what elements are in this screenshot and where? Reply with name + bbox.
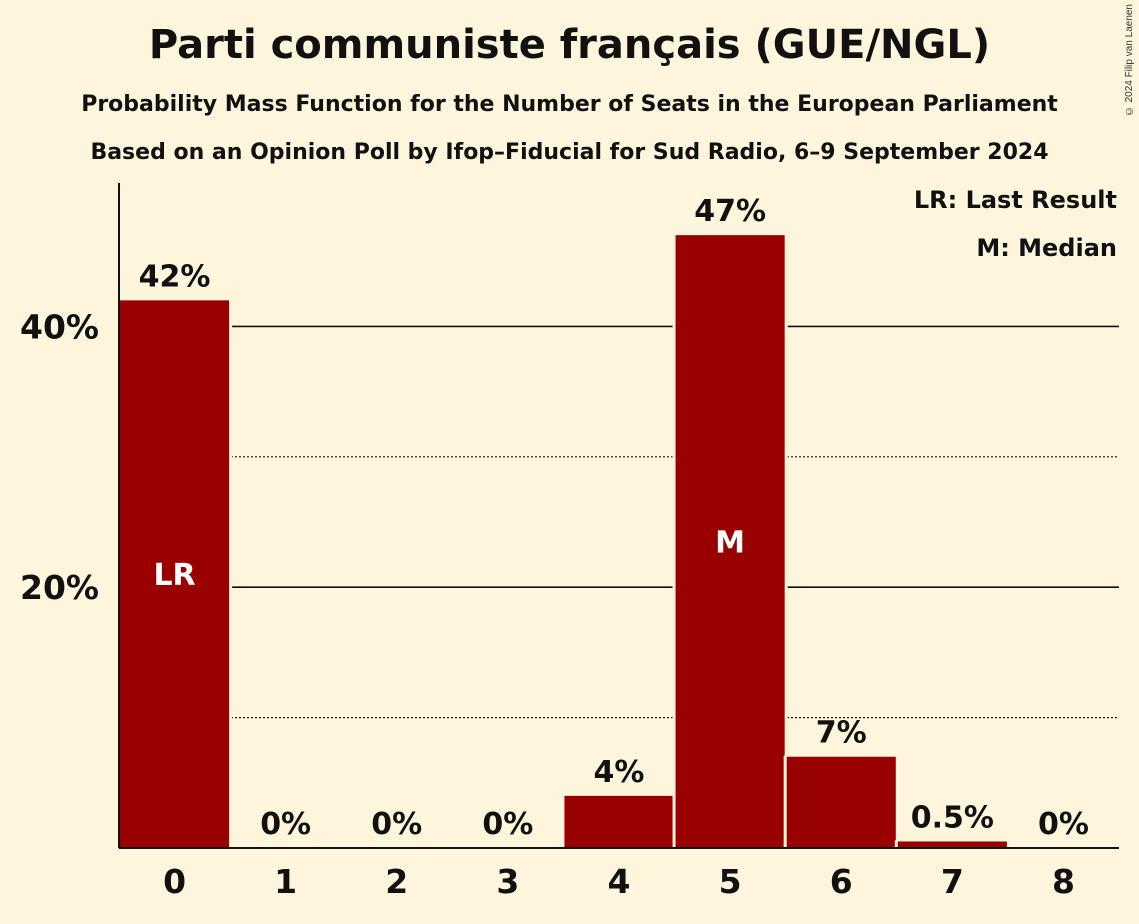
bar-marker-label: M — [715, 526, 745, 561]
data-label: 42% — [139, 259, 211, 294]
x-tick-label: 1 — [274, 862, 297, 901]
data-label: 4% — [594, 755, 645, 790]
data-label: 47% — [694, 194, 766, 229]
x-tick-label: 3 — [496, 862, 519, 901]
data-label: 0% — [482, 807, 533, 842]
data-label: 0% — [1038, 807, 1089, 842]
bar — [897, 841, 1007, 848]
y-tick-label: 20% — [20, 568, 99, 607]
chart-subtitle-source: Based on an Opinion Poll by Ifop–Fiducia… — [90, 140, 1049, 165]
x-tick-label: 2 — [385, 862, 408, 901]
chart-subtitle: Probability Mass Function for the Number… — [81, 92, 1058, 117]
x-tick-label: 8 — [1052, 862, 1075, 901]
x-tick-label: 4 — [608, 862, 631, 901]
x-tick-label: 0 — [163, 862, 186, 901]
bar — [786, 756, 896, 848]
data-label: 7% — [816, 716, 867, 751]
legend-median: M: Median — [976, 234, 1117, 262]
bar — [675, 235, 785, 848]
x-tick-label: 7 — [941, 862, 964, 901]
data-label: 0% — [371, 807, 422, 842]
y-tick-label: 40% — [20, 307, 99, 346]
bar — [120, 300, 230, 849]
data-label: 0.5% — [911, 800, 994, 835]
x-tick-label: 6 — [830, 862, 853, 901]
legend-last-result: LR: Last Result — [913, 186, 1117, 214]
x-tick-label: 5 — [719, 862, 742, 901]
data-label: 0% — [260, 807, 311, 842]
chart-title: Parti communiste français (GUE/NGL) — [148, 22, 991, 68]
bar — [564, 795, 674, 848]
bar-marker-label: LR — [153, 558, 195, 593]
